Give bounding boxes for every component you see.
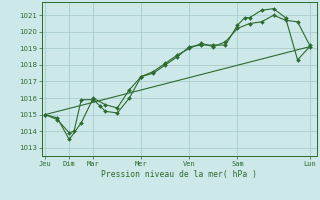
X-axis label: Pression niveau de la mer( hPa ): Pression niveau de la mer( hPa ) <box>101 170 257 179</box>
